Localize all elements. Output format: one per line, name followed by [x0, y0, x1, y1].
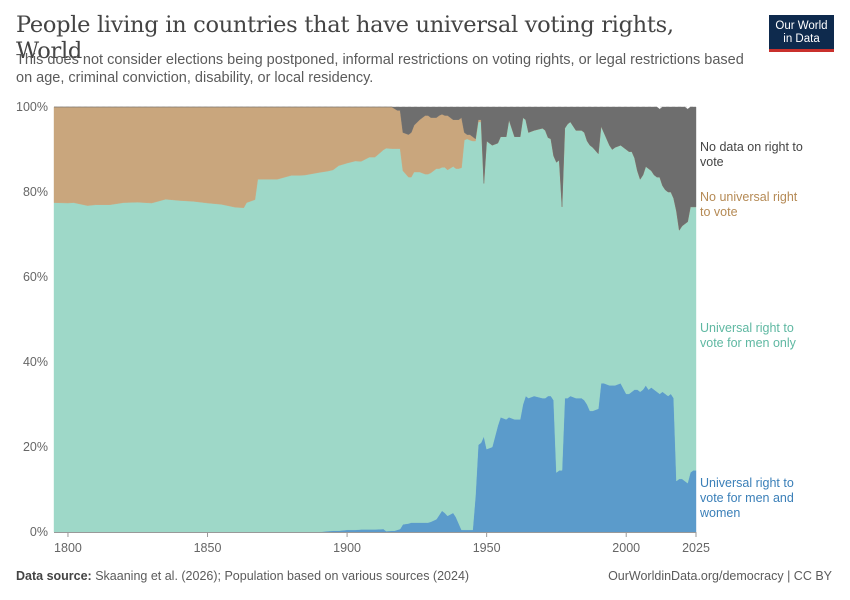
x-tick-label: 1950 — [473, 541, 501, 555]
owid-logo[interactable]: Our World in Data — [769, 15, 834, 52]
source-label: Data source: — [16, 569, 92, 583]
y-tick-label: 40% — [23, 355, 48, 369]
y-tick-label: 100% — [16, 100, 48, 114]
y-tick-label: 20% — [23, 440, 48, 454]
label-men-only: Universal right to vote for men only — [700, 321, 797, 350]
label-line: vote — [700, 155, 724, 169]
y-tick-label: 80% — [23, 185, 48, 199]
footer-source: Data source: Skaaning et al. (2026); Pop… — [16, 569, 469, 583]
x-tick-label: 1900 — [333, 541, 361, 555]
logo-line-1: Our World — [775, 20, 828, 32]
label-line: to vote — [700, 205, 738, 219]
logo-line-2: in Data — [783, 33, 820, 45]
label-line: vote for men only — [700, 336, 797, 350]
x-tick-label: 2000 — [612, 541, 640, 555]
footer-link[interactable]: OurWorldinData.org/democracy | CC BY — [608, 569, 832, 583]
label-line: Universal right to — [700, 476, 794, 490]
x-tick-label: 1850 — [194, 541, 222, 555]
label-line: vote for men and — [700, 491, 794, 505]
y-tick-label: 60% — [23, 270, 48, 284]
x-tick-label: 1800 — [54, 541, 82, 555]
label-no-data: No data on right to vote — [700, 140, 803, 169]
x-tick-label: 2025 — [682, 541, 710, 555]
chart-subtitle: This does not consider elections being p… — [16, 52, 744, 86]
label-line: No data on right to — [700, 140, 803, 154]
label-no-universal-right: No universal right to vote — [700, 190, 798, 219]
area-no-data — [54, 106, 697, 231]
label-line: Universal right to — [700, 321, 794, 335]
chart-area: 0% 20% 40% 60% 80% 100% 1800 1850 1900 1950 2000 20… — [16, 100, 803, 555]
chart-title: People living in countries that have uni… — [16, 12, 674, 64]
label-line: women — [699, 506, 740, 520]
label-line: No universal right — [700, 190, 798, 204]
source-text[interactable]: Skaaning et al. (2026); Population based… — [95, 569, 470, 583]
y-tick-label: 0% — [30, 525, 48, 539]
label-men-and-women: Universal right to vote for men and women — [699, 476, 794, 520]
